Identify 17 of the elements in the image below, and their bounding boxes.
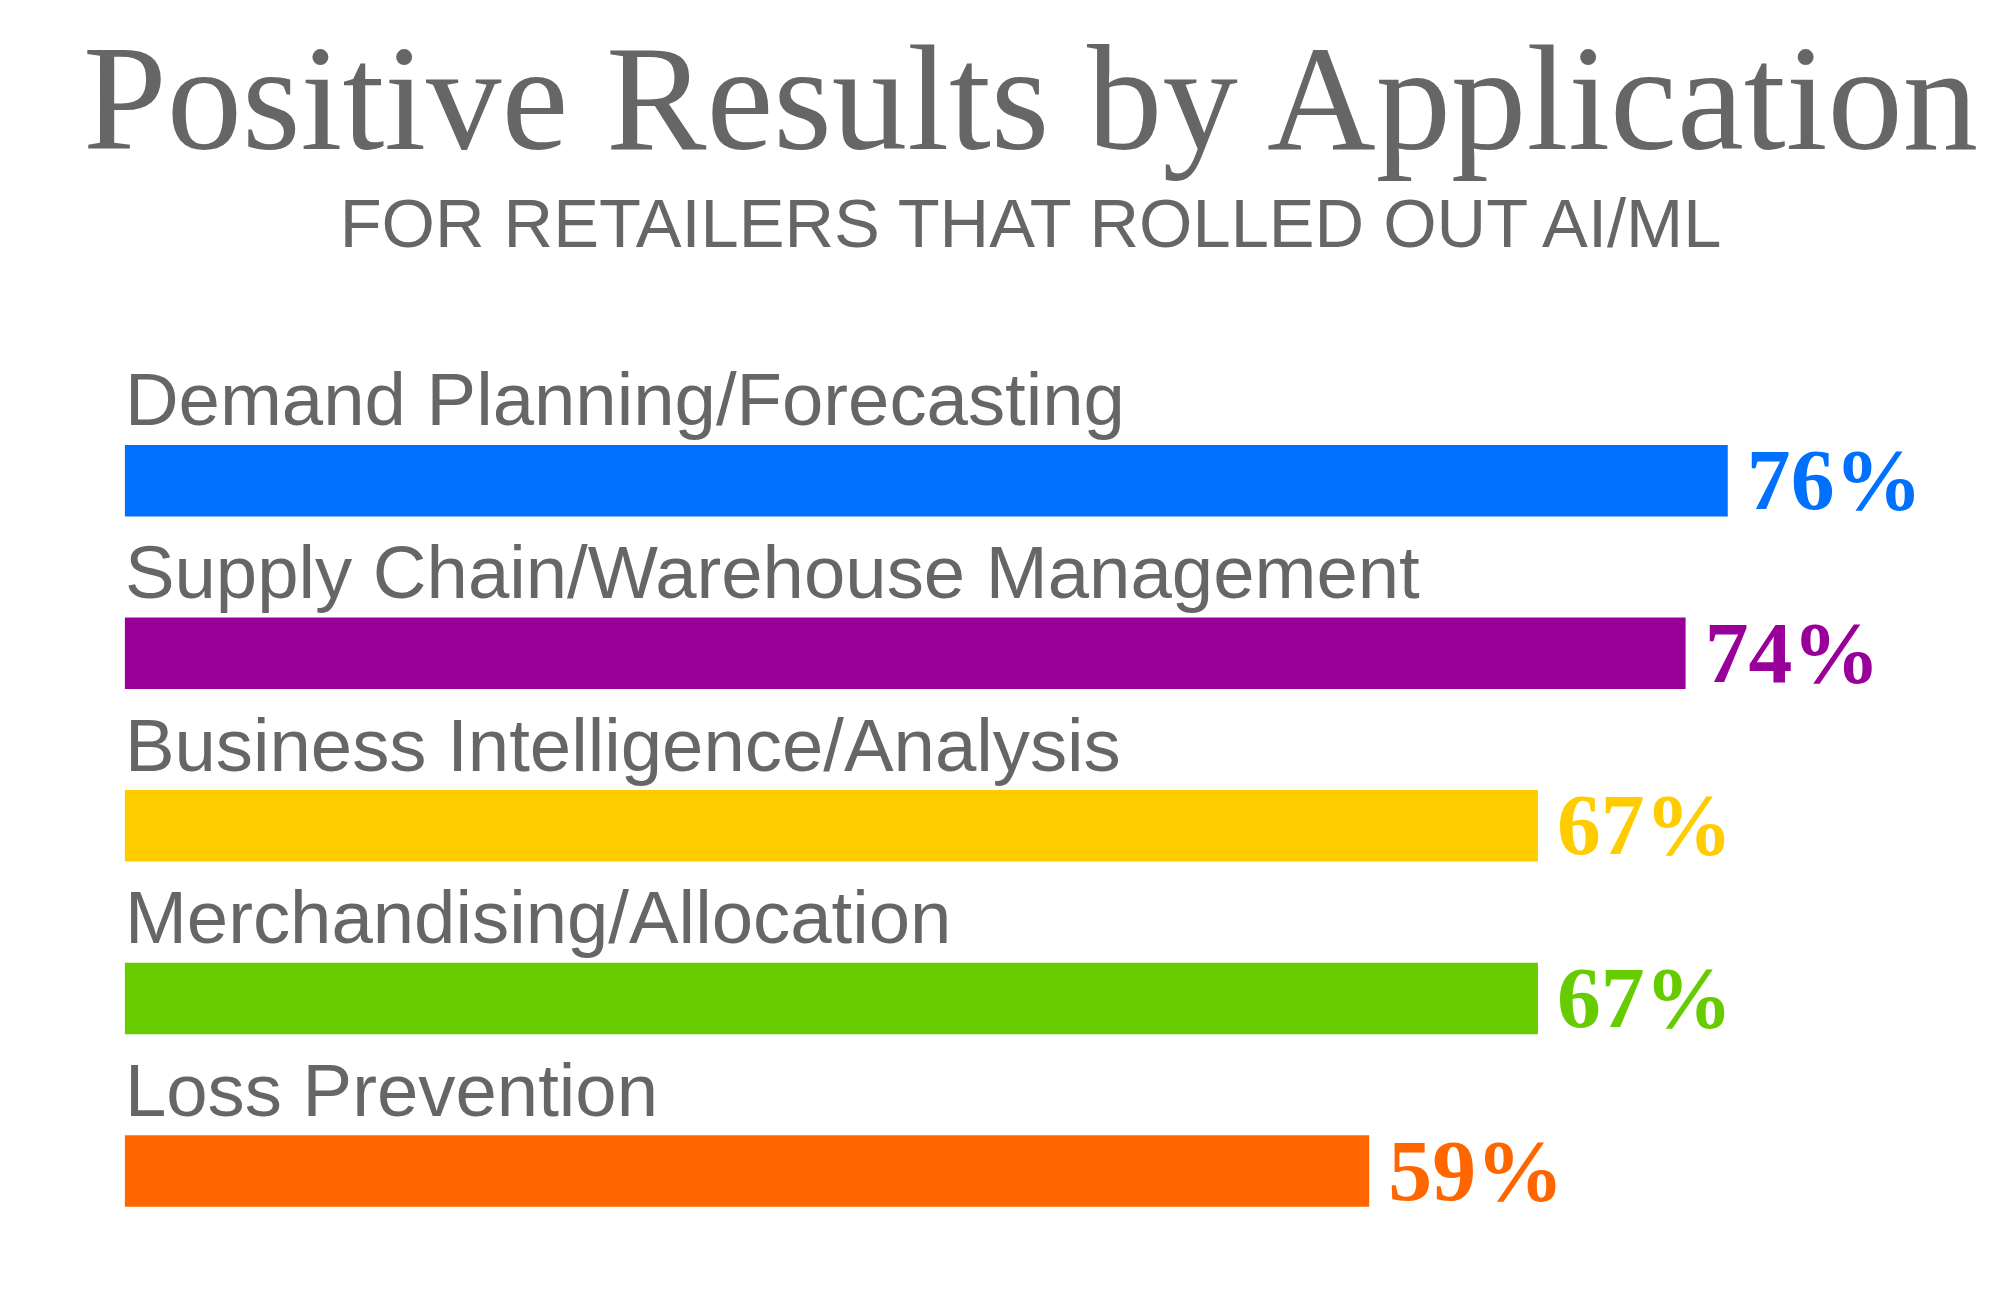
y-tick-label: Supply Chain/Warehouse Management [124, 531, 1421, 615]
chart-subtitle: FOR RETAILERS THAT ROLLED OUT AI/ML [339, 184, 1722, 262]
bar [124, 962, 1538, 1035]
data-label: 76% [1746, 431, 1923, 529]
data-label: 67% [1557, 949, 1733, 1046]
chart-title: Positive Results by Application [82, 15, 1979, 183]
y-tick-label: Business Intelligence/Analysis [124, 703, 1121, 787]
bar [124, 790, 1538, 862]
bar [124, 1135, 1370, 1207]
data-label: 67% [1557, 776, 1733, 874]
data-label: 59% [1388, 1121, 1564, 1219]
data-label: 74% [1704, 603, 1881, 701]
y-tick-label: Demand Planning/Forecasting [124, 358, 1125, 442]
bar [124, 617, 1686, 690]
bar [124, 445, 1728, 517]
y-tick-label: Loss Prevention [124, 1048, 659, 1132]
y-tick-label: Merchandising/Allocation [124, 876, 952, 960]
